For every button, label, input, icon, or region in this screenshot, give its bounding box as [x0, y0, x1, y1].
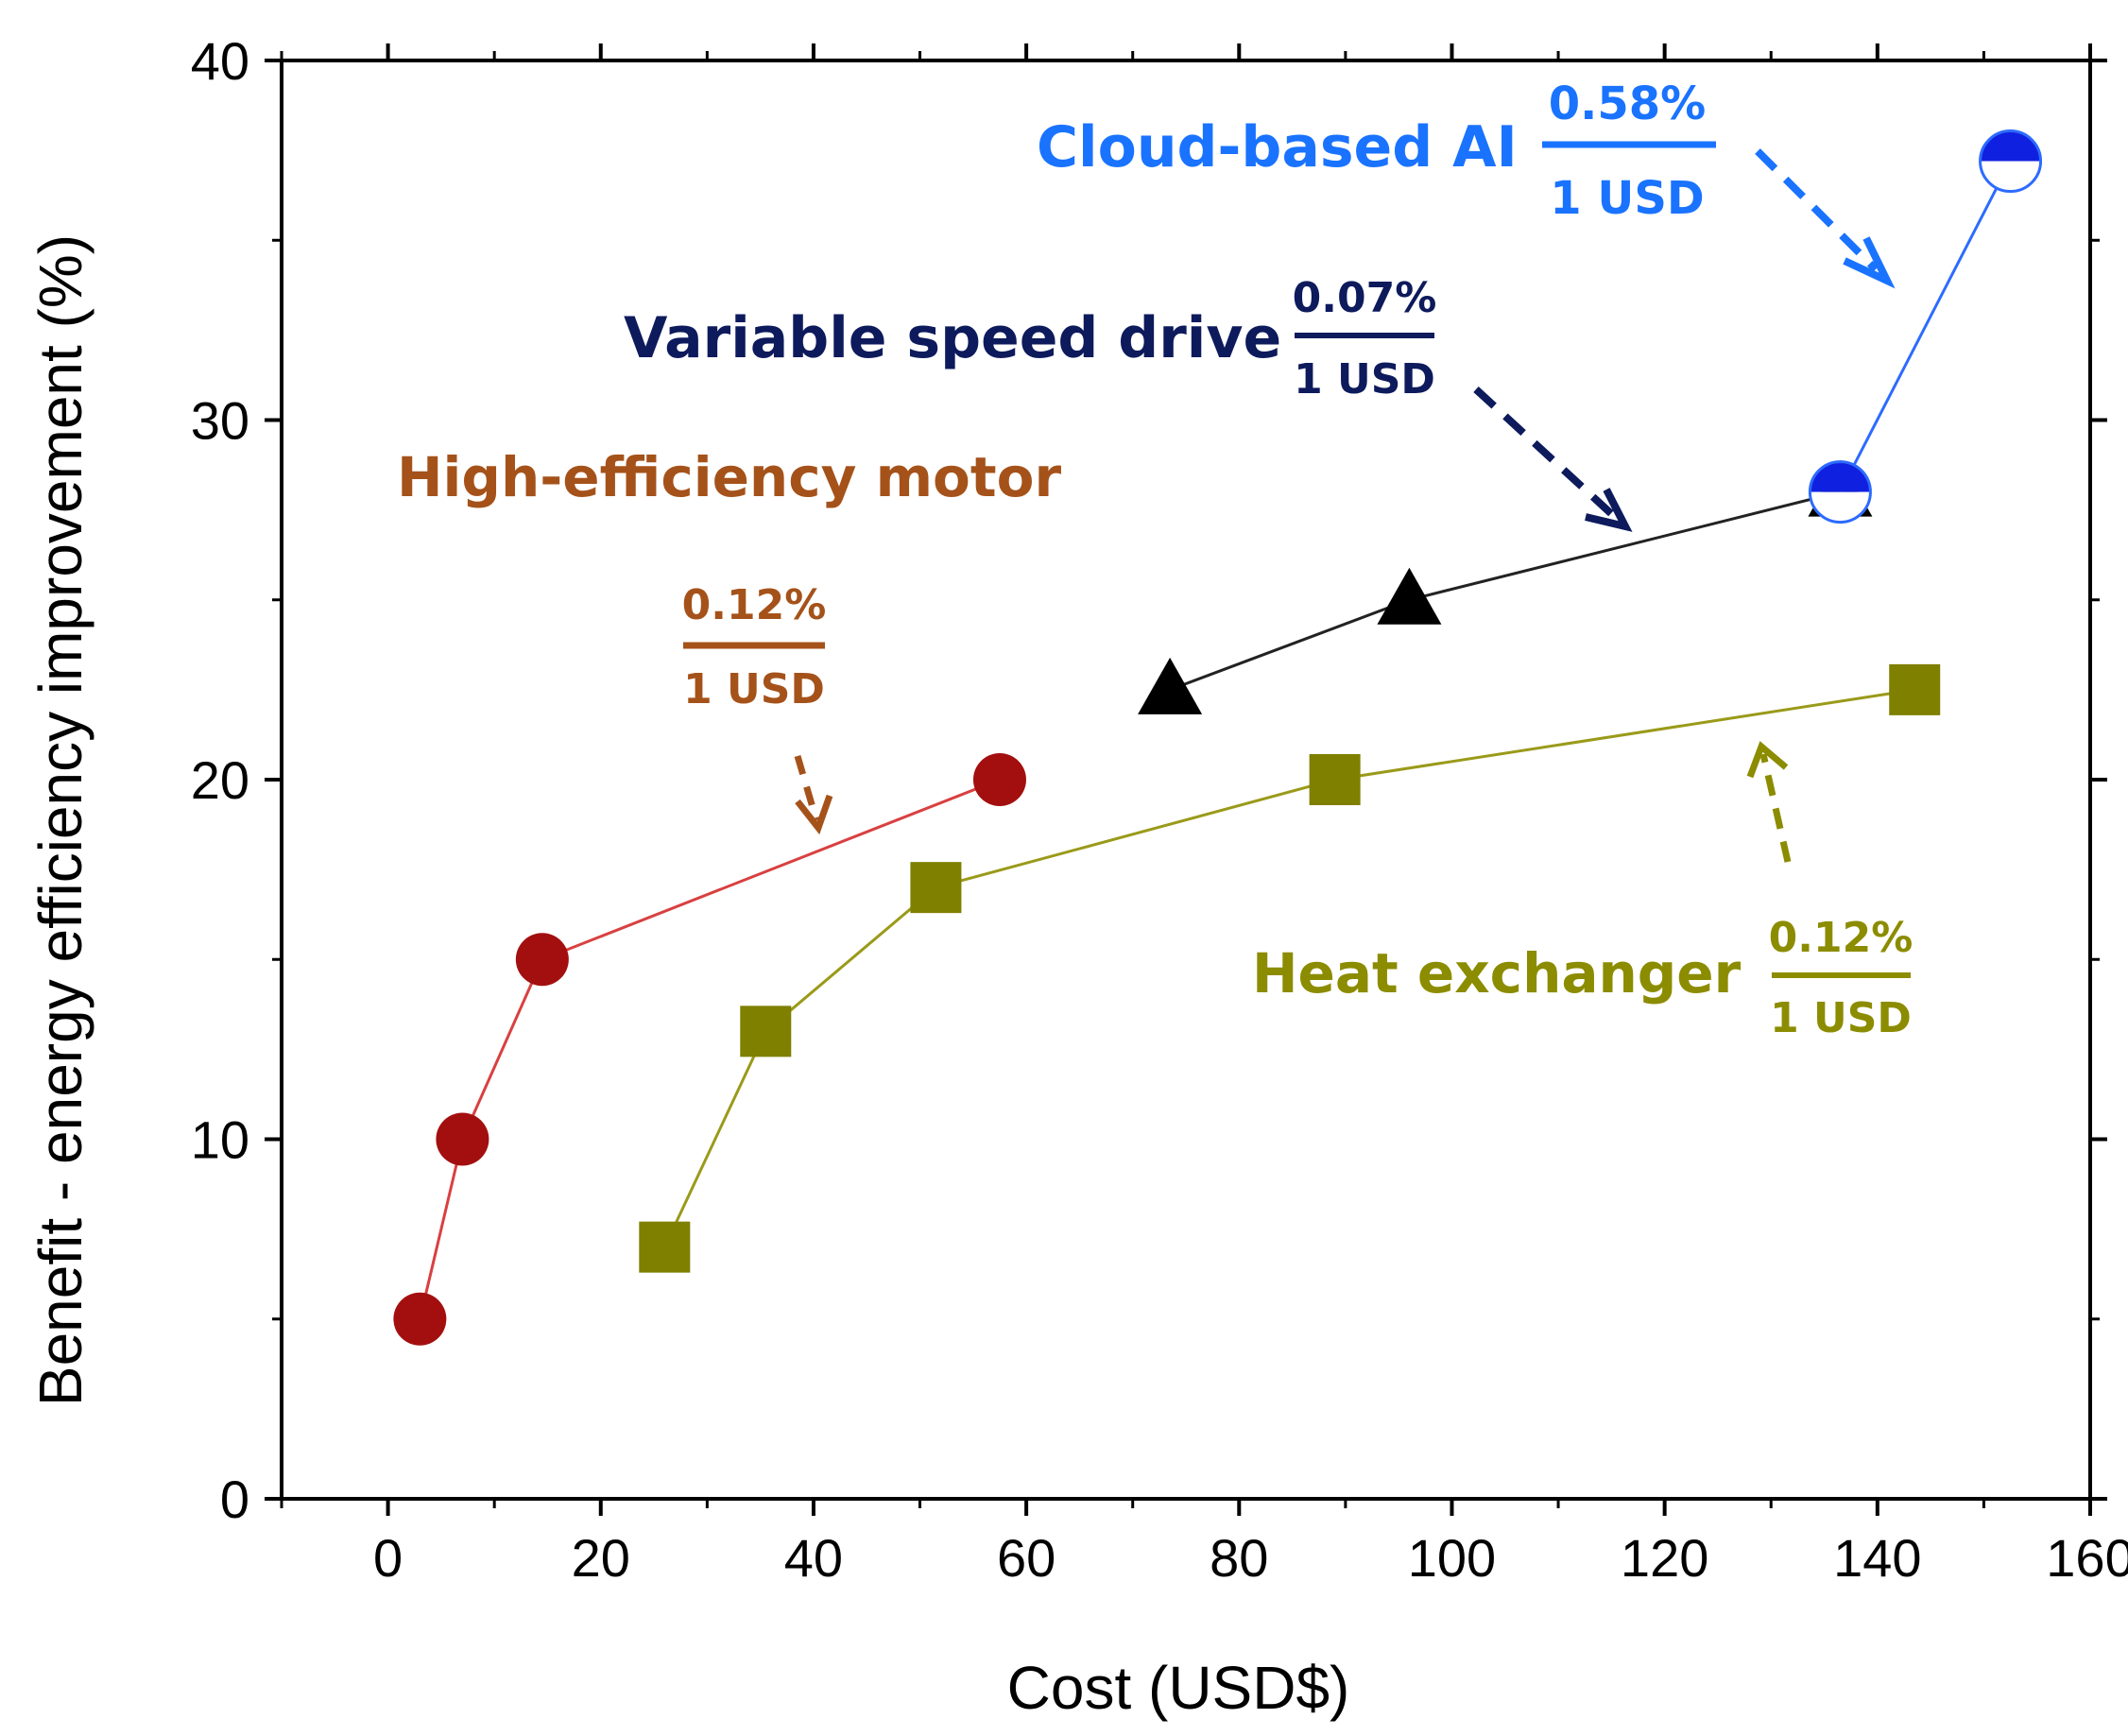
- annotation-cloud-ai-label: Cloud-based AI: [1037, 114, 1518, 180]
- series-cloud-based-ai: [1808, 129, 2043, 524]
- annotations: Cloud-based AI 0.58% 1 USD Variable spee…: [397, 77, 1913, 1042]
- data-point-heat-exchanger: [740, 1006, 792, 1057]
- annotation-cloud-ai-arrow-shaft: [1755, 148, 1879, 272]
- y-tick-label: 20: [191, 750, 249, 810]
- data-point-high-efficiency-motor: [515, 933, 569, 987]
- annotation-vsd-arrowhead: [1585, 488, 1633, 532]
- data-point-heat-exchanger: [910, 862, 962, 914]
- data-point-high-efficiency-motor: [972, 753, 1026, 806]
- annotation-hem-arrowhead: [795, 794, 833, 835]
- series-high-efficiency-motor: [393, 753, 1026, 1346]
- data-point-high-efficiency-motor: [436, 1112, 489, 1166]
- y-axis-title: Benefit - energy efficiency improvement …: [26, 234, 94, 1406]
- x-tick-label: 140: [1833, 1528, 1921, 1588]
- axes: 0 20 40 60 80 100 120 140 160 0 10 20 30 40: [191, 31, 2128, 1588]
- x-tick-label: 0: [373, 1528, 403, 1588]
- marker-half-fill: [1980, 130, 2041, 162]
- series-heat-exchanger: [639, 663, 1941, 1273]
- data-point-heat-exchanger: [1309, 754, 1361, 805]
- annotation-hem-numerator: 0.12%: [682, 581, 827, 629]
- x-tick-label: 40: [784, 1528, 843, 1588]
- series-layer: [393, 129, 2043, 1346]
- annotation-variable-speed-drive: Variable speed drive 0.07% 1 USD: [624, 274, 1633, 532]
- x-tick-label: 60: [997, 1528, 1055, 1588]
- annotation-he-arrow-shaft: [1759, 753, 1792, 863]
- annotation-hem-denominator: 1 USD: [683, 665, 825, 713]
- annotation-vsd-denominator: 1 USD: [1294, 355, 1435, 404]
- x-tick-label: 100: [1408, 1528, 1496, 1588]
- series-line-cloud-based-ai: [1839, 160, 2012, 493]
- annotation-vsd-numerator: 0.07%: [1293, 274, 1437, 322]
- y-tick-label: 0: [220, 1470, 249, 1529]
- marker-half-empty: [1810, 491, 1871, 523]
- marker-outline: [1808, 460, 1872, 524]
- x-axis-title: Cost (USD$): [1007, 1654, 1350, 1722]
- annotation-heat-exchanger: Heat exchanger 0.12% 1 USD: [1252, 741, 1913, 1042]
- annotation-cloud-based-ai: Cloud-based AI 0.58% 1 USD: [1037, 77, 1896, 289]
- annotation-hem-arrow-shaft: [794, 755, 820, 821]
- x-tick-label: 160: [2046, 1528, 2128, 1588]
- annotation-hem-label: High-efficiency motor: [397, 445, 1061, 509]
- marker-half-empty: [1980, 161, 2041, 192]
- data-point-cloud-based-ai: [1808, 460, 1872, 524]
- y-tick-label: 30: [191, 391, 249, 451]
- x-tick-label: 120: [1621, 1528, 1708, 1588]
- annotation-he-numerator: 0.12%: [1769, 914, 1913, 962]
- annotation-vsd-label: Variable speed drive: [624, 305, 1281, 371]
- series-variable-speed-drive: [1138, 459, 1873, 714]
- axis-titles: Cost (USD$) Benefit - energy efficiency …: [26, 234, 1349, 1722]
- annotation-high-efficiency-motor: High-efficiency motor 0.12% 1 USD: [397, 445, 1061, 835]
- series-line-variable-speed-drive: [1169, 490, 1841, 692]
- data-point-variable-speed-drive: [1377, 567, 1442, 625]
- data-point-heat-exchanger: [1889, 663, 1941, 715]
- x-tick-label: 20: [572, 1528, 630, 1588]
- marker-half-fill: [1810, 461, 1871, 492]
- data-point-high-efficiency-motor: [393, 1292, 447, 1346]
- data-point-variable-speed-drive: [1138, 657, 1203, 714]
- annotation-he-label: Heat exchanger: [1252, 941, 1742, 1006]
- annotation-cloud-ai-arrowhead: [1843, 236, 1896, 289]
- series-line-high-efficiency-motor: [418, 778, 1001, 1320]
- marker-outline: [1979, 129, 2043, 194]
- x-tick-label: 80: [1210, 1528, 1268, 1588]
- annotation-he-denominator: 1 USD: [1770, 994, 1912, 1042]
- data-point-heat-exchanger: [639, 1221, 691, 1273]
- annotation-cloud-ai-denominator: 1 USD: [1550, 172, 1705, 225]
- plot-frame: [280, 59, 2092, 1501]
- y-tick-label: 40: [191, 31, 249, 91]
- annotation-vsd-arrow-shaft: [1473, 387, 1619, 521]
- annotation-he-arrowhead: [1746, 741, 1789, 779]
- data-point-cloud-based-ai: [1979, 129, 2043, 194]
- y-tick-label: 10: [191, 1110, 249, 1170]
- annotation-cloud-ai-numerator: 0.58%: [1549, 77, 1707, 130]
